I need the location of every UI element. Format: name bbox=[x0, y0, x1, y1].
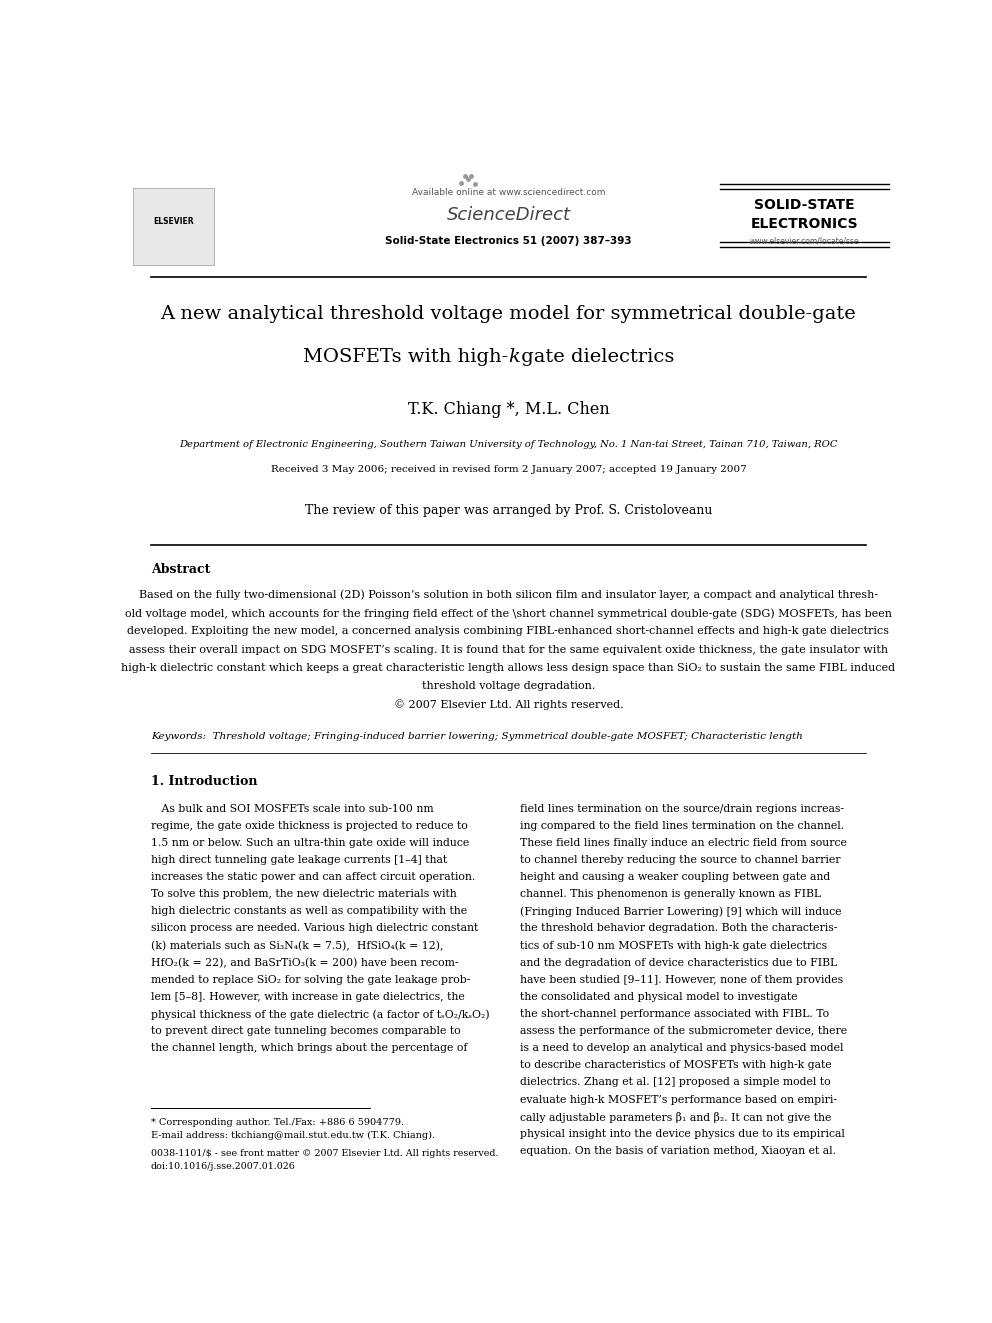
Text: old voltage model, which accounts for the fringing field effect of the \short ch: old voltage model, which accounts for th… bbox=[125, 609, 892, 619]
Text: the short-channel performance associated with FIBL. To: the short-channel performance associated… bbox=[520, 1009, 829, 1019]
Text: increases the static power and can affect circuit operation.: increases the static power and can affec… bbox=[151, 872, 475, 882]
Text: (Fringing Induced Barrier Lowering) [9] which will induce: (Fringing Induced Barrier Lowering) [9] … bbox=[520, 906, 841, 917]
Text: Keywords:  Threshold voltage; Fringing-induced barrier lowering; Symmetrical dou: Keywords: Threshold voltage; Fringing-in… bbox=[151, 733, 803, 741]
Text: and the degradation of device characteristics due to FIBL: and the degradation of device characteri… bbox=[520, 958, 837, 967]
Text: dielectrics. Zhang et al. [12] proposed a simple model to: dielectrics. Zhang et al. [12] proposed … bbox=[520, 1077, 830, 1088]
Text: high dielectric constants as well as compatibility with the: high dielectric constants as well as com… bbox=[151, 906, 467, 917]
Text: SOLID-STATE: SOLID-STATE bbox=[754, 198, 855, 213]
Text: gate dielectrics: gate dielectrics bbox=[515, 348, 674, 366]
Text: to prevent direct gate tunneling becomes comparable to: to prevent direct gate tunneling becomes… bbox=[151, 1027, 460, 1036]
Text: the consolidated and physical model to investigate: the consolidated and physical model to i… bbox=[520, 992, 798, 1002]
Text: evaluate high-k MOSFET’s performance based on empiri-: evaluate high-k MOSFET’s performance bas… bbox=[520, 1094, 837, 1105]
Text: field lines termination on the source/drain regions increas-: field lines termination on the source/dr… bbox=[520, 803, 844, 814]
Text: k: k bbox=[509, 348, 520, 366]
Text: * Corresponding author. Tel./Fax: +886 6 5904779.: * Corresponding author. Tel./Fax: +886 6… bbox=[151, 1118, 404, 1127]
Text: The review of this paper was arranged by Prof. S. Cristoloveanu: The review of this paper was arranged by… bbox=[305, 504, 712, 517]
Text: physical thickness of the gate dielectric (a factor of tₛO₂/kₛO₂): physical thickness of the gate dielectri… bbox=[151, 1009, 489, 1020]
Text: mended to replace SiO₂ for solving the gate leakage prob-: mended to replace SiO₂ for solving the g… bbox=[151, 975, 470, 984]
Text: Abstract: Abstract bbox=[151, 564, 210, 577]
Text: the channel length, which brings about the percentage of: the channel length, which brings about t… bbox=[151, 1044, 467, 1053]
FancyBboxPatch shape bbox=[133, 188, 214, 265]
Text: A new analytical threshold voltage model for symmetrical double-gate: A new analytical threshold voltage model… bbox=[161, 306, 856, 323]
Text: Department of Electronic Engineering, Southern Taiwan University of Technology, : Department of Electronic Engineering, So… bbox=[180, 441, 837, 448]
Text: the threshold behavior degradation. Both the characteris-: the threshold behavior degradation. Both… bbox=[520, 923, 837, 934]
Text: 1.5 nm or below. Such an ultra-thin gate oxide will induce: 1.5 nm or below. Such an ultra-thin gate… bbox=[151, 837, 469, 848]
Text: To solve this problem, the new dielectric materials with: To solve this problem, the new dielectri… bbox=[151, 889, 456, 900]
Text: HfO₂(k = 22), and BaSrTiO₃(k = 200) have been recom-: HfO₂(k = 22), and BaSrTiO₃(k = 200) have… bbox=[151, 958, 458, 968]
Text: MOSFETs with high-: MOSFETs with high- bbox=[304, 348, 509, 366]
Text: physical insight into the device physics due to its empirical: physical insight into the device physics… bbox=[520, 1129, 845, 1139]
Text: have been studied [9–11]. However, none of them provides: have been studied [9–11]. However, none … bbox=[520, 975, 843, 984]
Text: As bulk and SOI MOSFETs scale into sub-100 nm: As bulk and SOI MOSFETs scale into sub-1… bbox=[151, 803, 434, 814]
Text: doi:10.1016/j.sse.2007.01.026: doi:10.1016/j.sse.2007.01.026 bbox=[151, 1162, 296, 1171]
Text: cally adjustable parameters β₁ and β₂. It can not give the: cally adjustable parameters β₁ and β₂. I… bbox=[520, 1111, 831, 1123]
Text: equation. On the basis of variation method, Xiaoyan et al.: equation. On the basis of variation meth… bbox=[520, 1146, 836, 1156]
Text: assess their overall impact on SDG MOSFET’s scaling. It is found that for the sa: assess their overall impact on SDG MOSFE… bbox=[129, 644, 888, 655]
Text: developed. Exploiting the new model, a concerned analysis combining FIBL-enhance: developed. Exploiting the new model, a c… bbox=[127, 626, 890, 636]
Text: ScienceDirect: ScienceDirect bbox=[446, 205, 570, 224]
Text: threshold voltage degradation.: threshold voltage degradation. bbox=[422, 681, 595, 692]
Text: regime, the gate oxide thickness is projected to reduce to: regime, the gate oxide thickness is proj… bbox=[151, 820, 467, 831]
Text: (k) materials such as Si₃N₄(k = 7.5),  HfSiO₄(k = 12),: (k) materials such as Si₃N₄(k = 7.5), Hf… bbox=[151, 941, 443, 951]
Text: 1. Introduction: 1. Introduction bbox=[151, 775, 257, 789]
Text: high direct tunneling gate leakage currents [1–4] that: high direct tunneling gate leakage curre… bbox=[151, 855, 447, 865]
Text: tics of sub-10 nm MOSFETs with high-k gate dielectrics: tics of sub-10 nm MOSFETs with high-k ga… bbox=[520, 941, 827, 950]
Text: lem [5–8]. However, with increase in gate dielectrics, the: lem [5–8]. However, with increase in gat… bbox=[151, 992, 464, 1002]
Text: to describe characteristics of MOSFETs with high-k gate: to describe characteristics of MOSFETs w… bbox=[520, 1060, 831, 1070]
Text: ing compared to the field lines termination on the channel.: ing compared to the field lines terminat… bbox=[520, 820, 844, 831]
Text: www.elsevier.com/locate/sse: www.elsevier.com/locate/sse bbox=[750, 237, 859, 245]
Text: © 2007 Elsevier Ltd. All rights reserved.: © 2007 Elsevier Ltd. All rights reserved… bbox=[394, 700, 623, 710]
Text: silicon process are needed. Various high dielectric constant: silicon process are needed. Various high… bbox=[151, 923, 478, 934]
Text: 0038-1101/$ - see front matter © 2007 Elsevier Ltd. All rights reserved.: 0038-1101/$ - see front matter © 2007 El… bbox=[151, 1148, 498, 1158]
Text: assess the performance of the submicrometer device, there: assess the performance of the submicrome… bbox=[520, 1027, 847, 1036]
Text: is a need to develop an analytical and physics-based model: is a need to develop an analytical and p… bbox=[520, 1044, 843, 1053]
Text: E-mail address: tkchiang@mail.stut.edu.tw (T.K. Chiang).: E-mail address: tkchiang@mail.stut.edu.t… bbox=[151, 1131, 435, 1139]
Text: channel. This phenomenon is generally known as FIBL: channel. This phenomenon is generally kn… bbox=[520, 889, 821, 900]
Text: height and causing a weaker coupling between gate and: height and causing a weaker coupling bet… bbox=[520, 872, 830, 882]
Text: T.K. Chiang *, M.L. Chen: T.K. Chiang *, M.L. Chen bbox=[408, 401, 609, 418]
Text: Based on the fully two-dimensional (2D) Poisson’s solution in both silicon film : Based on the fully two-dimensional (2D) … bbox=[139, 590, 878, 601]
Text: ELECTRONICS: ELECTRONICS bbox=[751, 217, 858, 230]
Text: Solid-State Electronics 51 (2007) 387–393: Solid-State Electronics 51 (2007) 387–39… bbox=[385, 237, 632, 246]
Text: to channel thereby reducing the source to channel barrier: to channel thereby reducing the source t… bbox=[520, 855, 840, 865]
Text: ELSEVIER: ELSEVIER bbox=[154, 217, 194, 226]
Text: These field lines finally induce an electric field from source: These field lines finally induce an elec… bbox=[520, 837, 847, 848]
Text: Available online at www.sciencedirect.com: Available online at www.sciencedirect.co… bbox=[412, 188, 605, 197]
Text: high-k dielectric constant which keeps a great characteristic length allows less: high-k dielectric constant which keeps a… bbox=[121, 663, 896, 673]
Text: Received 3 May 2006; received in revised form 2 January 2007; accepted 19 Januar: Received 3 May 2006; received in revised… bbox=[271, 466, 746, 475]
